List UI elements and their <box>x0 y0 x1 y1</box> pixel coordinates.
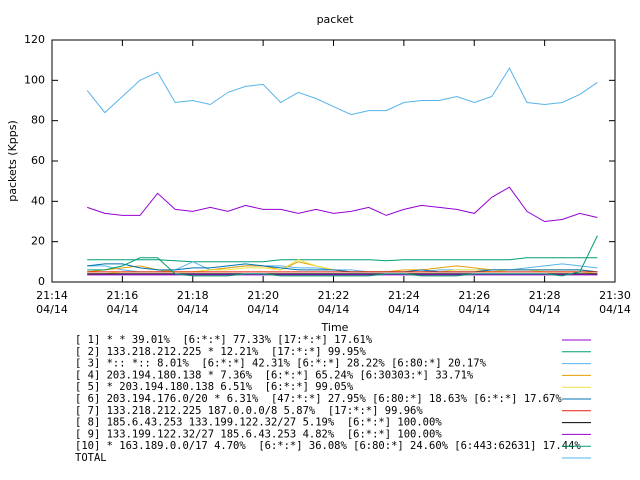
series-line <box>86 67 598 116</box>
legend-label: [ 5] * 203.194.180.138 6.51% [6:*:*] 99.… <box>75 381 354 393</box>
x-axis-label: Time <box>321 321 349 334</box>
legend-label: [ 9] 133.199.122.32/27 185.6.43.253 4.82… <box>75 428 442 440</box>
x-tick-label: 21:14 <box>36 289 68 302</box>
x-tick-date: 04/14 <box>247 303 279 316</box>
series-line <box>87 186 598 223</box>
legend-label: [ 6] 203.194.176.0/20 * 6.31% [47:*:*] 2… <box>75 393 562 405</box>
y-tick-label: 100 <box>24 73 45 86</box>
legend-label: [ 4] 203.194.180.138 * 7.36% [6:*:*] 65.… <box>75 369 474 381</box>
legend-label: TOTAL <box>75 452 107 464</box>
x-tick-date: 04/14 <box>36 303 68 316</box>
x-tick-label: 21:22 <box>318 289 350 302</box>
x-tick-date: 04/14 <box>529 303 561 316</box>
x-tick-label: 21:20 <box>247 289 279 302</box>
plot-frame <box>51 39 616 283</box>
x-tick-label: 21:16 <box>107 289 139 302</box>
chart-title: packet <box>317 13 355 26</box>
x-tick-date: 04/14 <box>318 303 350 316</box>
x-tick-label: 21:24 <box>388 289 420 302</box>
series-line <box>87 235 598 277</box>
x-tick-label: 21:26 <box>458 289 490 302</box>
x-tick-date: 04/14 <box>599 303 631 316</box>
series-line <box>87 257 598 263</box>
y-tick-label: 120 <box>24 33 45 46</box>
x-tick-date: 04/14 <box>177 303 209 316</box>
x-tick-date: 04/14 <box>458 303 490 316</box>
y-tick-label: 40 <box>31 194 45 207</box>
x-tick-date: 04/14 <box>107 303 139 316</box>
y-tick-label: 20 <box>31 235 45 248</box>
y-tick-label: 60 <box>31 154 45 167</box>
x-tick-date: 04/14 <box>388 303 420 316</box>
series-line <box>87 263 598 273</box>
x-tick-label: 21:28 <box>529 289 561 302</box>
legend-label: [ 7] 133.218.212.225 187.0.0.0/8 5.87% [… <box>75 405 423 417</box>
legend-label: [ 3] *:: *:: 8.01% [6:*:*] 42.31% [6:*:*… <box>75 358 487 370</box>
y-tick-label: 0 <box>38 275 45 288</box>
legend-label: [ 1] * * 39.01% [6:*:*] 77.33% [17:*:*] … <box>75 334 373 346</box>
legend-label: [ 2] 133.218.212.225 * 12.21% [17:*:*] 9… <box>75 346 366 358</box>
y-axis-label: packets (Kpps) <box>6 120 19 202</box>
x-tick-label: 21:30 <box>599 289 631 302</box>
y-tick-label: 80 <box>31 114 45 127</box>
legend-label: [10] * 163.189.0.0/17 4.70% [6:*:*] 36.0… <box>75 440 581 452</box>
x-tick-label: 21:18 <box>177 289 209 302</box>
legend-label: [ 8] 185.6.43.253 133.199.122.32/27 5.19… <box>75 417 442 429</box>
